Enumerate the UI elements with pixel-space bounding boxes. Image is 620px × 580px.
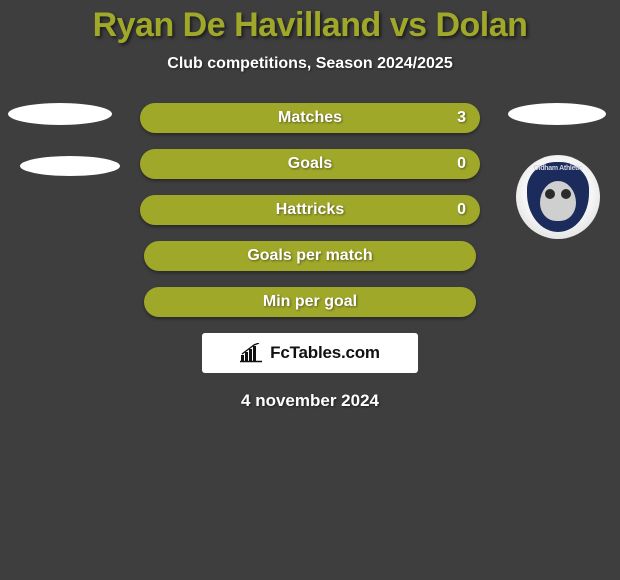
player1-marker-icon	[8, 103, 112, 125]
stat-bar-label: Goals	[288, 155, 332, 173]
stat-bar: Matches 3	[140, 103, 480, 133]
stat-bars: Matches 3 Goals 0 Hattricks 0 Goals per match M…	[140, 103, 480, 317]
stat-bar: Goals per match	[144, 241, 476, 271]
player1-marker2-icon	[20, 156, 120, 176]
page-title: Ryan De Havilland vs Dolan	[0, 6, 620, 45]
stat-bar: Goals 0	[140, 149, 480, 179]
stat-bar-label: Hattricks	[276, 201, 344, 219]
owl-icon	[540, 181, 576, 221]
date-text: 4 november 2024	[0, 391, 620, 411]
bar-chart-icon	[240, 343, 264, 363]
stat-bar-value: 0	[457, 201, 466, 219]
club-crest-icon: Oldham Athletic	[516, 155, 600, 239]
stat-bar: Hattricks 0	[140, 195, 480, 225]
player2-marker-icon	[508, 103, 606, 125]
stat-bar-value: 0	[457, 155, 466, 173]
stat-bar-value: 3	[457, 109, 466, 127]
page-subtitle: Club competitions, Season 2024/2025	[0, 55, 620, 73]
crest-label: Oldham Athletic	[527, 165, 589, 172]
logo-text: FcTables.com	[270, 343, 380, 363]
stat-bar-label: Matches	[278, 109, 342, 127]
fctables-logo[interactable]: FcTables.com	[202, 333, 418, 373]
stats-area: Oldham Athletic Matches 3 Goals 0 Hattricks 0…	[0, 103, 620, 411]
stat-bar-label: Min per goal	[263, 293, 357, 311]
stat-bar: Min per goal	[144, 287, 476, 317]
stat-bar-label: Goals per match	[247, 247, 372, 265]
